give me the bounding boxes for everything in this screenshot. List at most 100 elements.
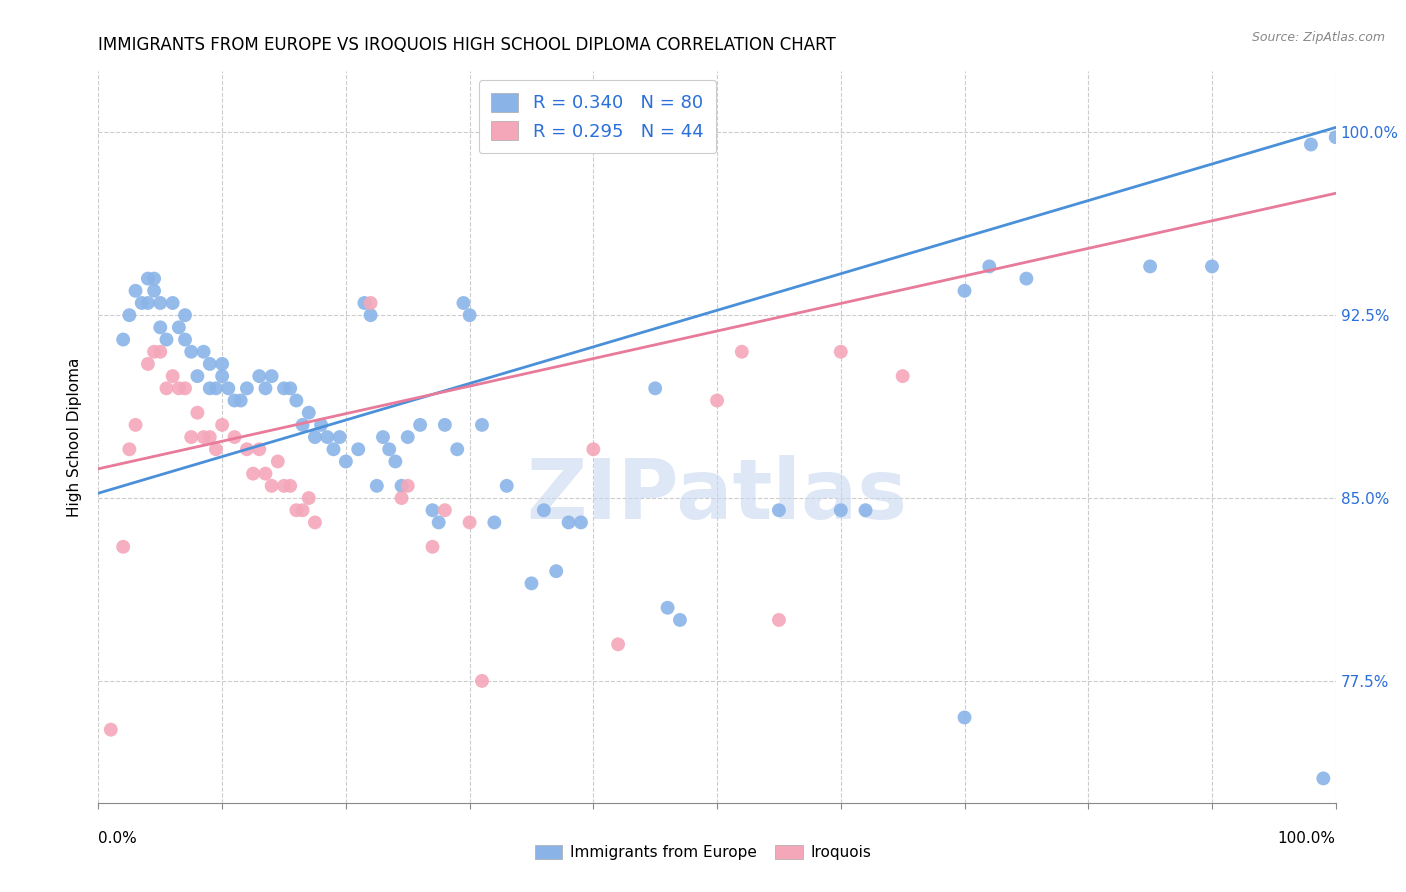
Point bbox=[155, 333, 177, 347]
Legend: Immigrants from Europe, Iroquois: Immigrants from Europe, Iroquois bbox=[529, 839, 877, 866]
Point bbox=[378, 442, 401, 457]
Point bbox=[329, 430, 352, 444]
Point bbox=[1139, 260, 1161, 274]
Point bbox=[143, 344, 166, 359]
Point bbox=[533, 503, 555, 517]
Point bbox=[298, 491, 321, 505]
Point bbox=[100, 723, 122, 737]
Point bbox=[433, 503, 456, 517]
Point bbox=[242, 467, 264, 481]
Point bbox=[136, 357, 159, 371]
Point bbox=[174, 333, 197, 347]
Point bbox=[247, 369, 270, 384]
Point bbox=[180, 344, 202, 359]
Point bbox=[979, 260, 1001, 274]
Point bbox=[273, 381, 295, 395]
Point bbox=[582, 442, 605, 457]
Point bbox=[118, 308, 141, 322]
Point bbox=[1312, 772, 1334, 786]
Point bbox=[409, 417, 432, 432]
Point bbox=[607, 637, 630, 651]
Point bbox=[149, 296, 172, 310]
Point bbox=[391, 491, 413, 505]
Point bbox=[186, 369, 208, 384]
Point bbox=[1201, 260, 1223, 274]
Point bbox=[224, 393, 246, 408]
Point bbox=[1299, 137, 1322, 152]
Point bbox=[143, 271, 166, 285]
Point bbox=[396, 430, 419, 444]
Point bbox=[396, 479, 419, 493]
Point bbox=[546, 564, 568, 578]
Point bbox=[162, 296, 184, 310]
Point bbox=[446, 442, 468, 457]
Point bbox=[143, 284, 166, 298]
Point bbox=[254, 467, 277, 481]
Point bbox=[366, 479, 388, 493]
Point bbox=[229, 393, 252, 408]
Point bbox=[236, 381, 259, 395]
Point bbox=[193, 430, 215, 444]
Point bbox=[267, 454, 290, 468]
Point bbox=[198, 357, 221, 371]
Point bbox=[458, 516, 481, 530]
Point bbox=[953, 710, 976, 724]
Point bbox=[131, 296, 153, 310]
Point bbox=[298, 406, 321, 420]
Point bbox=[149, 344, 172, 359]
Point bbox=[520, 576, 543, 591]
Point bbox=[347, 442, 370, 457]
Point bbox=[198, 381, 221, 395]
Point bbox=[260, 479, 283, 493]
Point bbox=[247, 442, 270, 457]
Point bbox=[309, 417, 332, 432]
Point bbox=[291, 503, 314, 517]
Point bbox=[162, 369, 184, 384]
Point bbox=[422, 503, 444, 517]
Point bbox=[422, 540, 444, 554]
Point bbox=[155, 381, 177, 395]
Point bbox=[669, 613, 692, 627]
Point bbox=[891, 369, 914, 384]
Point bbox=[205, 442, 228, 457]
Text: 0.0%: 0.0% bbox=[98, 831, 138, 846]
Point bbox=[706, 393, 728, 408]
Point bbox=[353, 296, 375, 310]
Point bbox=[360, 296, 382, 310]
Point bbox=[285, 503, 308, 517]
Point bbox=[112, 333, 135, 347]
Point bbox=[254, 381, 277, 395]
Point bbox=[136, 296, 159, 310]
Point bbox=[118, 442, 141, 457]
Point bbox=[217, 381, 239, 395]
Point bbox=[471, 417, 494, 432]
Point bbox=[112, 540, 135, 554]
Point bbox=[953, 284, 976, 298]
Point bbox=[180, 430, 202, 444]
Point bbox=[124, 284, 146, 298]
Point bbox=[433, 417, 456, 432]
Point bbox=[167, 320, 190, 334]
Point bbox=[384, 454, 406, 468]
Text: 100.0%: 100.0% bbox=[1278, 831, 1336, 846]
Point bbox=[211, 357, 233, 371]
Point bbox=[569, 516, 592, 530]
Text: ZIPatlas: ZIPatlas bbox=[527, 455, 907, 536]
Point bbox=[484, 516, 506, 530]
Point bbox=[830, 344, 852, 359]
Point bbox=[731, 344, 754, 359]
Point bbox=[458, 308, 481, 322]
Point bbox=[278, 479, 301, 493]
Point bbox=[453, 296, 475, 310]
Point bbox=[304, 516, 326, 530]
Point bbox=[657, 600, 679, 615]
Point bbox=[273, 479, 295, 493]
Legend: R = 0.340   N = 80, R = 0.295   N = 44: R = 0.340 N = 80, R = 0.295 N = 44 bbox=[478, 80, 716, 153]
Point bbox=[285, 393, 308, 408]
Point bbox=[224, 430, 246, 444]
Point bbox=[1015, 271, 1038, 285]
Point bbox=[768, 503, 790, 517]
Text: IMMIGRANTS FROM EUROPE VS IROQUOIS HIGH SCHOOL DIPLOMA CORRELATION CHART: IMMIGRANTS FROM EUROPE VS IROQUOIS HIGH … bbox=[98, 36, 837, 54]
Point bbox=[136, 271, 159, 285]
Point bbox=[236, 442, 259, 457]
